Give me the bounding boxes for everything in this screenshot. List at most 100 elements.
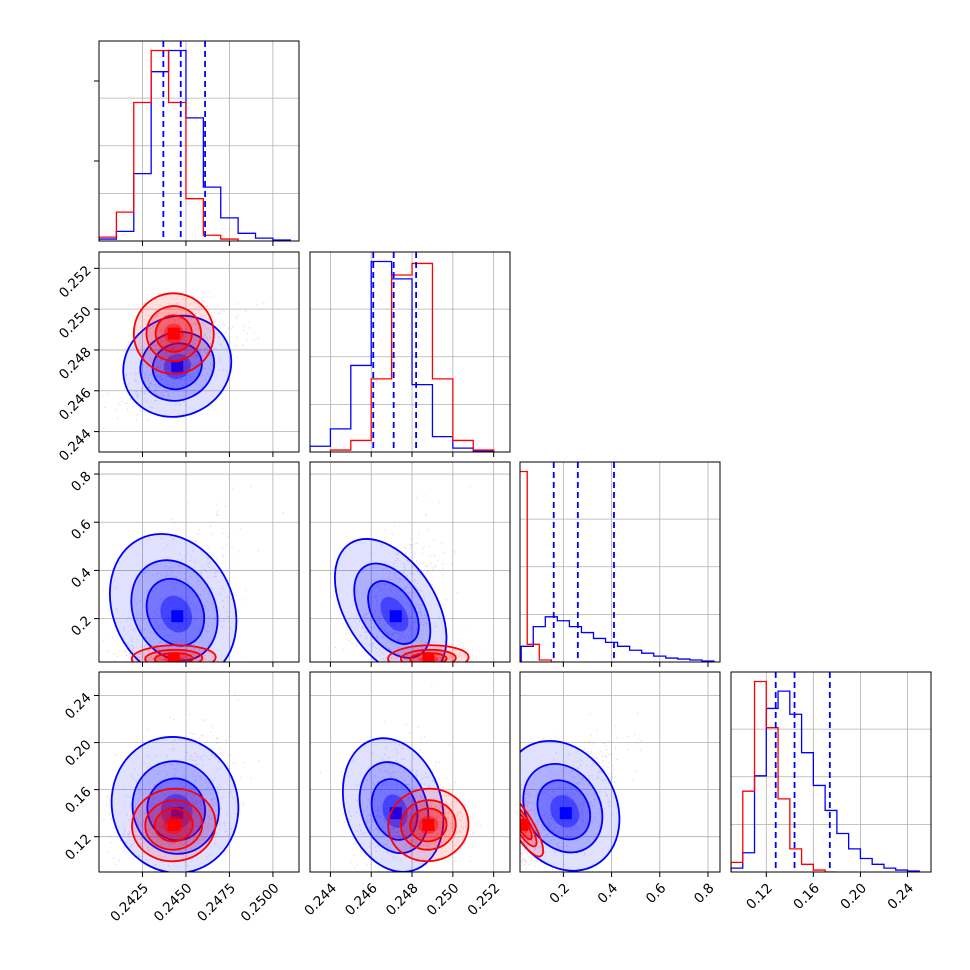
y-tick-label: 0.2 <box>68 613 95 640</box>
contour-line-series-1 <box>387 787 470 863</box>
contour-line-series-1 <box>144 648 204 662</box>
panel-frame <box>309 251 511 453</box>
contour-line-series-0 <box>536 779 592 841</box>
y-tick-label: 0.24 <box>62 690 95 723</box>
contour-line-series-0 <box>131 760 220 855</box>
contour-line-series-1 <box>154 314 193 353</box>
x-tick-label: 0.248 <box>383 880 422 919</box>
panel-frame <box>98 251 300 453</box>
contour-line-series-0 <box>122 314 233 418</box>
peak-marker <box>167 327 180 340</box>
histogram-series-1 <box>731 680 837 872</box>
x-tick-label: 0.252 <box>465 880 504 919</box>
contour-line-series-0 <box>353 562 432 659</box>
peak-marker <box>171 360 184 373</box>
y-tick-label: 0.250 <box>56 303 95 342</box>
x-tick-label: 0.4 <box>595 880 622 907</box>
y-tick-label: 0.16 <box>62 784 95 817</box>
x-tick-label: 0.6 <box>643 880 670 907</box>
y-tick-label: 0.12 <box>62 831 95 864</box>
contour-line-series-1 <box>520 802 538 848</box>
scatter-points-series-1 <box>115 633 244 662</box>
peak-marker <box>167 818 180 831</box>
contour-line-series-1 <box>130 644 217 662</box>
panel-frame <box>98 40 300 242</box>
y-tick-label: 0.20 <box>62 737 95 770</box>
panel-1-1 <box>309 251 511 457</box>
contour-line-series-1 <box>144 799 204 851</box>
contour-line-series-1 <box>131 787 217 863</box>
contour-line-series-0 <box>110 736 240 872</box>
panel-frame <box>519 461 721 663</box>
density-level <box>334 538 447 662</box>
peak-marker <box>171 610 184 623</box>
peak-marker <box>167 653 180 662</box>
contour-line-series-1 <box>387 644 470 662</box>
panel-frame <box>98 671 300 873</box>
histogram-series-1 <box>99 49 239 241</box>
peak-marker <box>559 807 572 820</box>
y-tick-label: 0.246 <box>56 385 95 424</box>
y-tick-label: 0.4 <box>68 565 95 592</box>
panel-frame <box>98 461 300 663</box>
panel-frame <box>309 671 511 873</box>
y-tick-label: 0.244 <box>56 426 95 465</box>
peak-marker <box>520 818 529 831</box>
x-tick-label: 0.12 <box>743 880 776 913</box>
scatter-points-series-1 <box>383 765 491 867</box>
x-tick-label: 0.20 <box>837 880 870 913</box>
contour-line-series-1 <box>409 807 448 843</box>
peak-marker <box>171 807 184 820</box>
contour-line-series-1 <box>132 292 215 375</box>
x-tick-label: 0.246 <box>342 880 381 919</box>
contour-line-series-0 <box>130 559 219 662</box>
histogram-series-0 <box>310 260 495 452</box>
x-tick-label: 0.2475 <box>194 880 239 925</box>
panel-3-2: 0.2 0.4 0.6 0.8 <box>519 671 721 907</box>
scatter-points-series-0 <box>101 302 265 429</box>
contour-line-series-0 <box>358 761 430 855</box>
panel-0-0 <box>94 40 300 246</box>
y-tick-label: 0.6 <box>68 517 95 544</box>
contour-line-series-1 <box>409 652 448 662</box>
panel-frame <box>309 461 511 663</box>
x-tick-label: 0.2450 <box>151 880 196 925</box>
panel-3-3: 0.12 0.16 0.20 0.24 <box>730 671 932 913</box>
contour-line-series-0 <box>367 580 420 645</box>
x-tick-label: 0.8 <box>691 880 718 907</box>
panel-2-2 <box>519 461 721 667</box>
histogram-series-0 <box>520 616 715 662</box>
contour-line-series-1 <box>520 792 544 858</box>
x-tick-label: 0.244 <box>301 880 340 919</box>
contour-line-series-0 <box>151 342 203 391</box>
peak-marker <box>422 818 435 831</box>
panel-frame <box>730 671 932 873</box>
y-tick-label: 0.8 <box>68 468 95 495</box>
x-tick-label: 0.16 <box>790 880 823 913</box>
x-tick-label: 0.2 <box>546 880 573 907</box>
histogram-series-1 <box>329 262 495 452</box>
y-tick-label: 0.248 <box>56 344 95 383</box>
histogram-series-1 <box>520 470 564 662</box>
peak-marker <box>389 610 402 623</box>
contour-line-series-1 <box>399 648 457 662</box>
panel-2-0: 0.2 0.4 0.6 0.8 <box>68 461 300 667</box>
contour-line-series-0 <box>520 739 621 872</box>
x-tick-label: 0.2425 <box>107 880 152 925</box>
y-tick-label: 0.252 <box>56 263 95 302</box>
scatter-points-series-1 <box>127 288 225 394</box>
peak-marker <box>422 653 435 662</box>
panel-frame <box>519 671 721 873</box>
panel-3-1: 0.244 0.246 0.248 0.250 0.252 <box>301 671 511 919</box>
contour-line-series-1 <box>145 305 202 363</box>
contour-line-series-1 <box>153 652 194 662</box>
panel-2-1 <box>309 461 511 667</box>
contour-line-series-0 <box>108 533 238 662</box>
density-level <box>111 736 239 872</box>
contour-line-series-0 <box>341 737 445 872</box>
histogram-series-0 <box>99 49 291 241</box>
contour-line-series-1 <box>400 799 457 851</box>
